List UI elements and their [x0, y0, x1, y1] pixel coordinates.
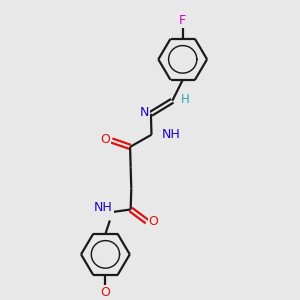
Text: F: F [179, 14, 186, 27]
Text: O: O [100, 286, 110, 299]
Text: NH: NH [94, 201, 113, 214]
Text: H: H [180, 93, 189, 106]
Text: N: N [140, 106, 149, 119]
Text: NH: NH [162, 128, 181, 141]
Text: O: O [100, 133, 110, 146]
Text: O: O [148, 215, 158, 228]
